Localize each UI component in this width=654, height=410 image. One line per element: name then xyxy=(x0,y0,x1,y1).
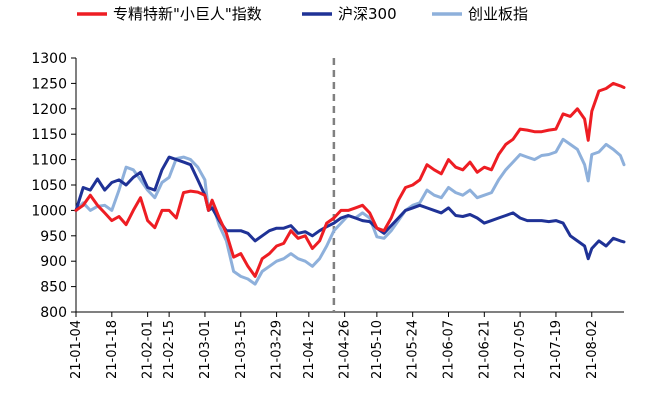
y-tick-label: 850 xyxy=(40,280,67,296)
series-line-0 xyxy=(74,81,626,278)
x-tick-label: 21-02-01 xyxy=(141,320,156,379)
x-tick-label: 21-03-01 xyxy=(198,320,213,379)
legend-label-series-1: 沪深300 xyxy=(338,5,397,23)
y-axis-ticks: 800 850 900 950 1000 1050 1100 1150 1200 1250 1300 xyxy=(31,51,76,321)
x-tick-label: 21-05-10 xyxy=(370,320,385,379)
y-tick-label: 1200 xyxy=(31,102,67,118)
x-tick-label: 21-01-18 xyxy=(105,320,120,379)
y-tick-label: 950 xyxy=(40,229,67,245)
series-line-1 xyxy=(74,155,626,261)
y-tick-label: 1300 xyxy=(31,51,67,67)
x-tick-label: 21-07-05 xyxy=(513,320,528,379)
legend-label-series-0: 专精特新"小巨人"指数 xyxy=(113,5,262,23)
y-tick-label: 1250 xyxy=(31,76,67,92)
x-tick-label: 21-06-07 xyxy=(441,320,456,379)
y-tick-label: 1100 xyxy=(31,153,67,169)
x-tick-label: 21-04-12 xyxy=(302,320,317,379)
x-tick-label: 21-08-02 xyxy=(585,320,600,379)
x-tick-label: 21-03-29 xyxy=(270,320,285,379)
x-axis-ticks: 21-01-04 21-01-18 21-02-01 21-02-15 21-03-01… xyxy=(69,312,600,379)
x-tick-label: 21-05-24 xyxy=(406,320,421,379)
x-tick-label: 21-07-19 xyxy=(549,320,564,379)
x-tick-label: 21-02-15 xyxy=(162,320,177,379)
legend-label-series-2: 创业板指 xyxy=(468,5,528,23)
x-tick-label: 21-06-21 xyxy=(477,320,492,379)
x-tick-label: 21-03-15 xyxy=(234,320,249,379)
x-tick-label: 21-01-04 xyxy=(69,320,84,379)
y-tick-label: 1050 xyxy=(31,178,67,194)
y-tick-label: 1150 xyxy=(31,127,67,143)
series-lines xyxy=(74,81,626,286)
series-line-2 xyxy=(74,137,626,286)
y-tick-label: 800 xyxy=(40,305,67,321)
y-tick-label: 1000 xyxy=(31,203,67,219)
x-tick-label: 21-04-26 xyxy=(338,320,353,379)
y-tick-label: 900 xyxy=(40,254,67,270)
legend: 专精特新"小巨人"指数 沪深300 创业板指 xyxy=(77,5,528,23)
